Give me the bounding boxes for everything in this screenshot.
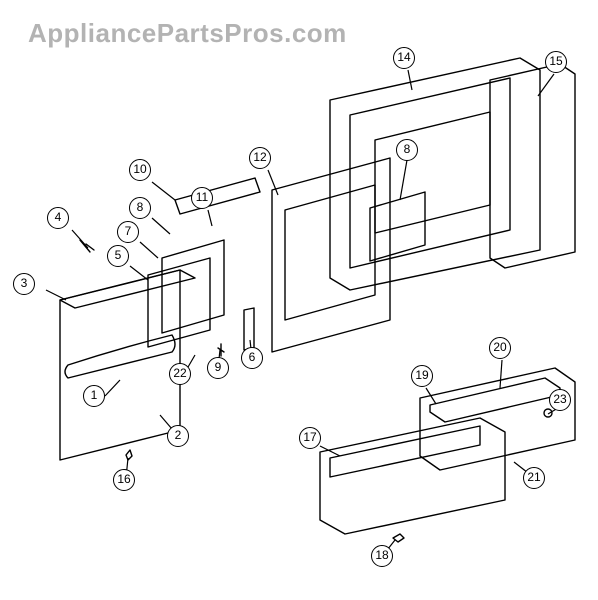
callout-2: 2 (167, 425, 189, 447)
callout-7: 7 (117, 221, 139, 243)
callout-14: 14 (393, 47, 415, 69)
callout-19: 19 (411, 365, 433, 387)
callout-11: 11 (191, 187, 213, 209)
callout-23: 23 (549, 389, 571, 411)
callout-16: 16 (113, 469, 135, 491)
callout-18: 18 (371, 545, 393, 567)
callout-20: 20 (489, 337, 511, 359)
callout-1: 1 (83, 385, 105, 407)
callout-22: 22 (169, 363, 191, 385)
exploded-diagram-canvas (0, 0, 598, 600)
watermark-text: AppliancePartsPros.com (28, 18, 347, 49)
callout-4: 4 (47, 207, 69, 229)
callout-9: 9 (207, 357, 229, 379)
callout-21: 21 (523, 467, 545, 489)
callout-3: 3 (13, 273, 35, 295)
callout-8: 8 (396, 139, 418, 161)
callout-12: 12 (249, 147, 271, 169)
callout-10: 10 (129, 159, 151, 181)
callout-6: 6 (241, 347, 263, 369)
callout-17: 17 (299, 427, 321, 449)
callout-15: 15 (545, 51, 567, 73)
callout-5: 5 (107, 245, 129, 267)
callout-8: 8 (129, 197, 151, 219)
